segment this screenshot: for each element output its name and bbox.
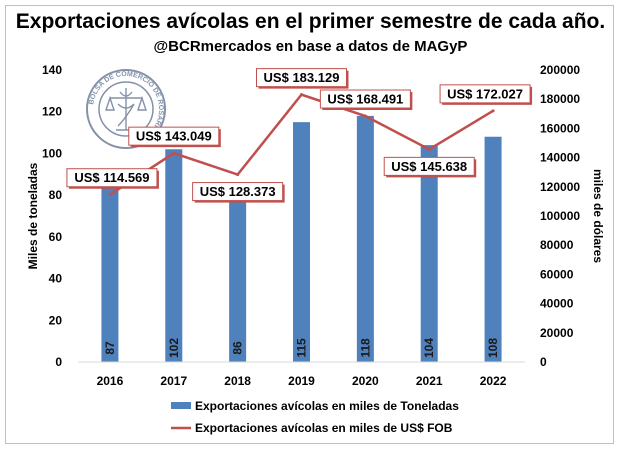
bar-data-label: 102 [167, 338, 181, 358]
y2-tick-label: 40000 [540, 297, 574, 311]
bar [484, 136, 502, 362]
line-data-label: US$ 114.569 [74, 170, 149, 185]
axes: 0 20 40 60 80 100 120 140 0 20000 40000 60000 80000 1… [42, 63, 580, 388]
y-tick-label: 100 [42, 146, 62, 160]
y2-axis-title: miles de dólares [591, 169, 605, 263]
callout-box [128, 126, 220, 146]
x-tick-label: 2016 [97, 374, 124, 388]
bar-data-label: 87 [103, 341, 117, 355]
line-point [108, 193, 112, 197]
y2-tick-label: 80000 [540, 238, 574, 252]
callout-box [319, 89, 411, 109]
bar-data-label: 115 [295, 338, 309, 358]
bar-data-label: 104 [422, 338, 436, 358]
y2-tick-label: 0 [540, 355, 547, 369]
callout-box [192, 182, 284, 202]
line-callout: US$ 172.027 [439, 84, 533, 105]
bar [356, 115, 374, 362]
plot-area: 87 102 86 115 118 104 108 [101, 93, 502, 363]
y2-tick-label: 20000 [540, 326, 574, 340]
line-point [236, 173, 240, 177]
logo-emblem [105, 88, 147, 131]
line-data-label: US$ 145.638 [391, 159, 467, 174]
chart-title: Exportaciones avícolas en el primer seme… [15, 10, 606, 33]
callout-box [383, 156, 475, 176]
line-callout: US$ 183.129 [256, 68, 349, 89]
line-callout: US$ 145.638 [383, 156, 477, 178]
y-tick-label: 0 [55, 355, 62, 369]
y2-tick-label: 200000 [540, 63, 580, 77]
bar-data-label: 108 [486, 338, 500, 358]
line-callouts: US$ 114.569 US$ 143.049 US$ 128.373 US$ 183… [66, 68, 533, 203]
line-data-label: US$ 183.129 [264, 70, 340, 85]
y2-tick-label: 60000 [540, 267, 574, 281]
y-tick-label: 40 [49, 272, 63, 286]
chart-border [5, 5, 614, 444]
legend-bar-swatch [171, 402, 191, 409]
logo-inner-ring [98, 81, 154, 137]
line-callout: US$ 143.049 [128, 126, 221, 148]
bar [101, 180, 119, 362]
bar [165, 149, 183, 362]
y-axis-title: Miles de toneladas [26, 162, 40, 269]
legend-line-label: Exportaciones avícolas en miles de US$ F… [195, 421, 453, 435]
bar-data-label: 86 [231, 341, 245, 355]
logo-outer-ring [86, 69, 166, 149]
line-point [172, 151, 176, 155]
x-tick-label: 2018 [224, 374, 251, 388]
line-callout: US$ 168.491 [319, 89, 413, 111]
line-data-label: US$ 168.491 [327, 92, 403, 107]
legend: Exportaciones avícolas en miles de Tonel… [171, 399, 459, 435]
line-point [427, 147, 431, 151]
y2-tick-label: 120000 [540, 180, 580, 194]
line-data-label: US$ 143.049 [136, 129, 212, 144]
callout-box [439, 84, 531, 104]
line-point [491, 109, 495, 113]
legend-bar-label: Exportaciones avícolas en miles de Tonel… [195, 399, 459, 413]
line-point [363, 114, 367, 118]
y-tick-label: 120 [42, 105, 62, 119]
y-tick-label: 80 [49, 188, 63, 202]
line-data-label: US$ 172.027 [447, 86, 523, 101]
line-callout: US$ 128.373 [192, 182, 285, 203]
bar-data-label: 118 [358, 338, 372, 358]
chart-subtitle: @BCRmercados en base a datos de MAGyP [153, 38, 468, 55]
x-tick-label: 2022 [480, 374, 507, 388]
bar [420, 145, 438, 362]
x-tick-label: 2019 [288, 374, 315, 388]
y-tick-label: 140 [42, 63, 62, 77]
callout-box [256, 68, 347, 88]
y-tick-label: 20 [49, 313, 63, 327]
y2-tick-label: 180000 [540, 92, 580, 106]
x-tick-label: 2021 [416, 374, 443, 388]
y2-tick-label: 100000 [540, 209, 580, 223]
x-tick-label: 2020 [352, 374, 379, 388]
line-callout: US$ 114.569 [66, 168, 159, 189]
callout-box [66, 168, 158, 188]
x-tick-label: 2017 [160, 374, 187, 388]
line-point [300, 93, 303, 97]
y-tick-label: 60 [49, 230, 63, 244]
y2-tick-label: 140000 [540, 151, 580, 165]
y2-tick-label: 160000 [540, 121, 580, 135]
line-data-label: US$ 128.373 [200, 184, 276, 199]
bar [229, 182, 247, 362]
bar [293, 122, 310, 363]
